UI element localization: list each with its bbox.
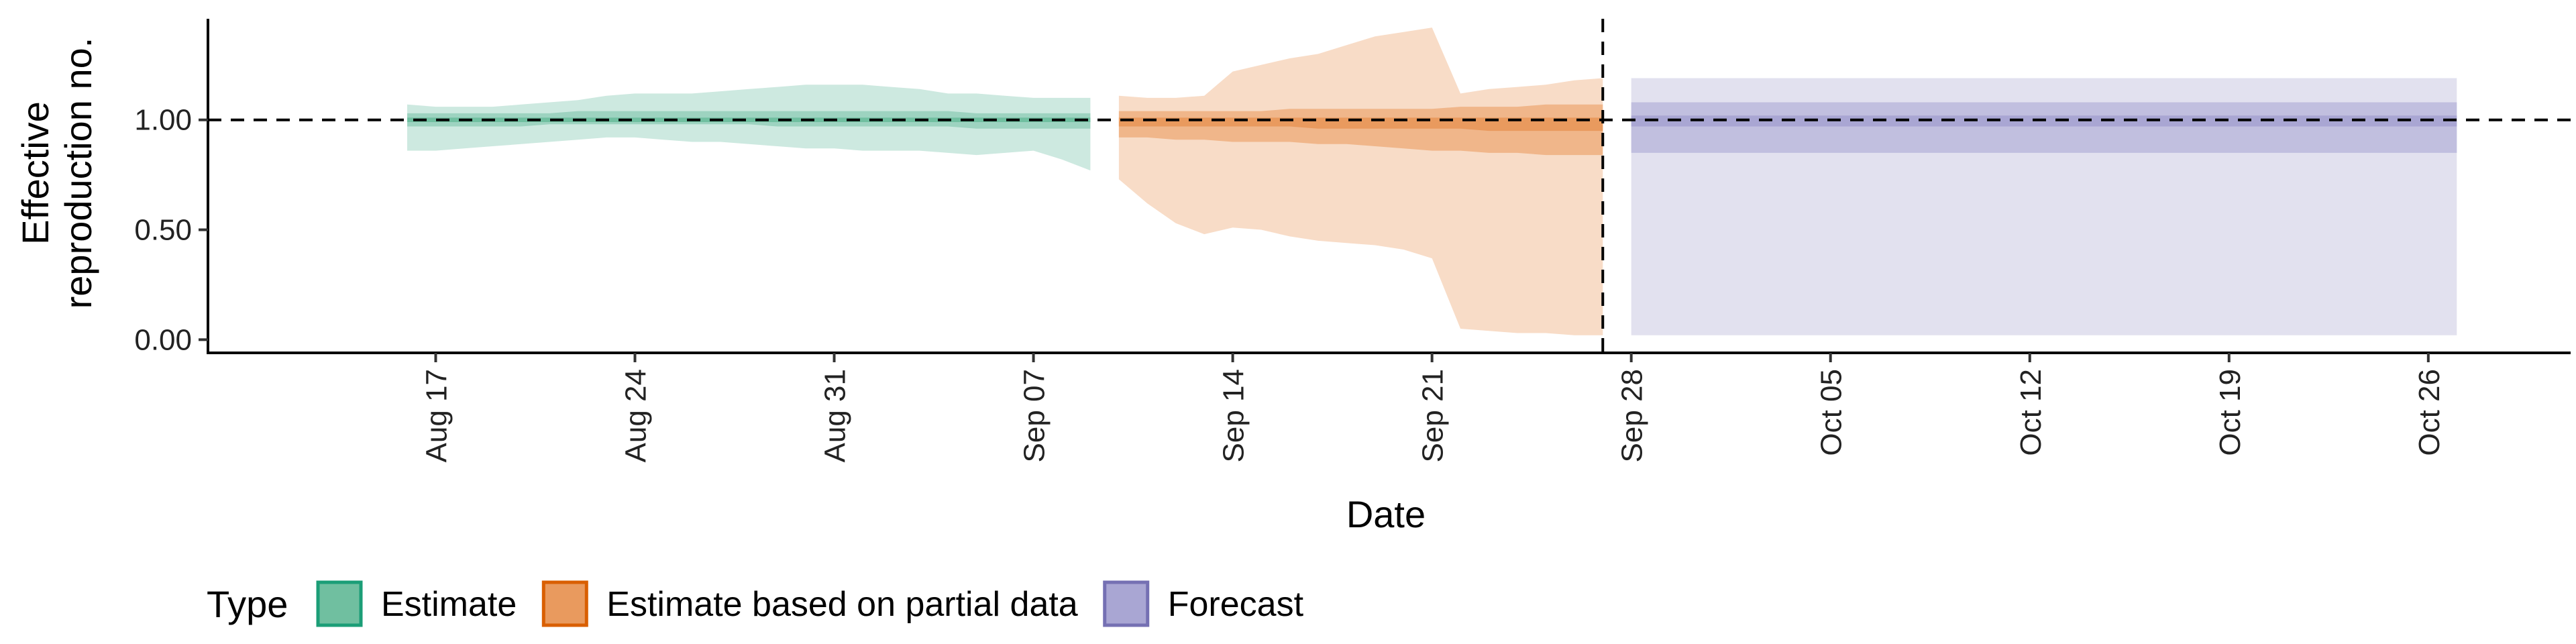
x-axis-ticks: Aug 17 Aug 24 Aug 31 Sep 07 Sep 14 Sep 21 Sep … [421, 353, 2446, 462]
y-axis-title-line-2: reproduction no. [57, 38, 99, 309]
x-tick-label: Sep 21 [1417, 369, 1450, 462]
x-tick-label: Oct 05 [1815, 369, 1848, 456]
y-axis-ticks: 0.00 0.50 1.00 [134, 104, 208, 356]
legend-title: Type [207, 583, 288, 625]
estimate-based-on-partial-data-band-90 [1118, 28, 1603, 335]
forecast-legend-swatch [1103, 580, 1150, 627]
x-tick-label: Sep 14 [1218, 369, 1250, 462]
x-tick-label: Aug 31 [819, 369, 852, 462]
x-tick-label: Oct 19 [2214, 369, 2247, 456]
estimate-based-on-partial-data-band-50 [1118, 104, 1603, 156]
x-tick-label: Sep 28 [1616, 369, 1649, 462]
x-tick-label: Aug 17 [421, 369, 453, 462]
x-tick-label: Oct 26 [2413, 369, 2446, 456]
estimate-band-90 [407, 85, 1091, 171]
forecast-legend-label: Forecast [1168, 585, 1304, 624]
x-tick-label: Sep 07 [1018, 369, 1051, 462]
estimate-legend-swatch [316, 580, 363, 627]
y-tick-label: 0.00 [134, 323, 192, 356]
x-axis-title: Date [1346, 493, 1426, 535]
estimate-legend-label: Estimate [381, 585, 517, 624]
y-tick-label: 0.50 [134, 214, 192, 247]
legend: Type Estimate Estimate based on partial d… [207, 580, 1304, 627]
credible-interval-bands [407, 28, 2457, 335]
estimate-based-on-partial-data-legend-swatch [541, 580, 588, 627]
y-axis-title-line-1: Effective [14, 101, 56, 245]
x-tick-label: Oct 12 [2015, 369, 2047, 456]
axes [207, 19, 2571, 354]
y-tick-label: 1.00 [134, 104, 192, 137]
x-tick-label: Aug 24 [620, 369, 653, 462]
estimate-based-on-partial-data-legend-label: Estimate based on partial data [606, 585, 1078, 624]
forecast-band-50 [1631, 102, 2457, 153]
